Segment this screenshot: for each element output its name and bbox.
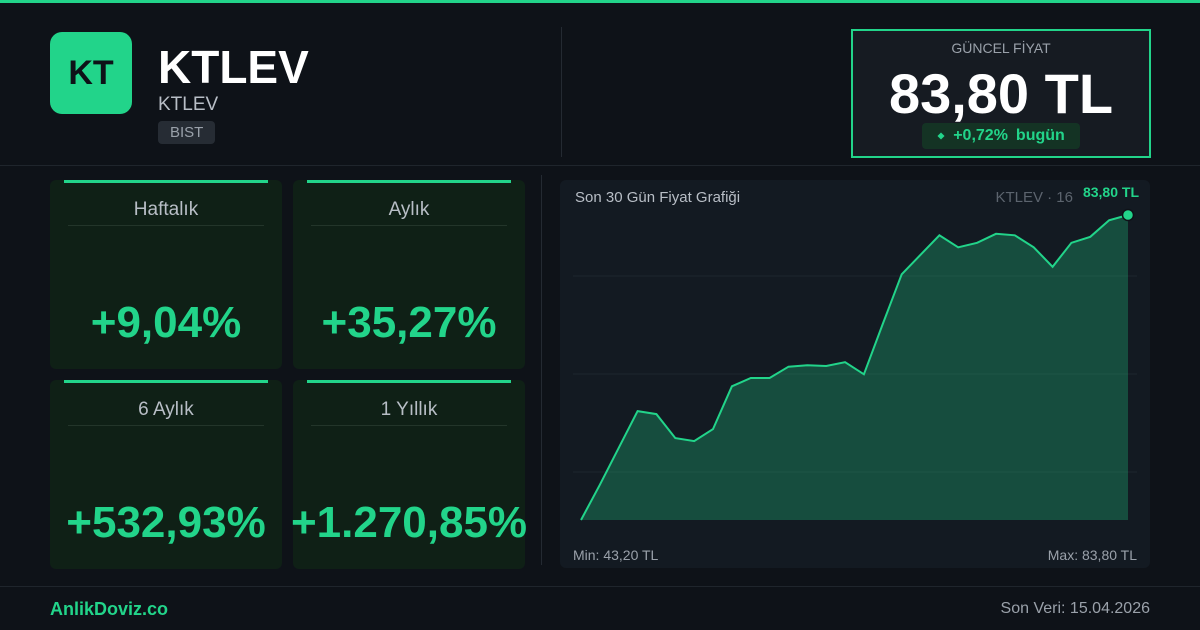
diamond-icon (937, 132, 945, 140)
exchange-badge: BIST (158, 121, 216, 144)
stat-label: 1 Yıllık (380, 399, 438, 420)
brand: AnlikDoviz.co (50, 599, 169, 619)
updated: Son Veri: 15.04.2026 (1000, 600, 1150, 617)
stat-value: +532,93% (66, 498, 266, 547)
change-value: +0,72% (953, 127, 1008, 144)
card-divider (68, 425, 264, 426)
price-change: +0,72% bugün (922, 123, 1080, 149)
card-divider (68, 225, 264, 226)
change-note: bugün (1015, 127, 1065, 144)
last-point (1121, 208, 1135, 222)
accent-bar (0, 0, 1200, 3)
stat-value: +9,04% (90, 298, 242, 347)
title: KTLEV (158, 41, 309, 93)
stat-card: Haftalık +9,04% (50, 180, 282, 369)
stat-label: Haftalık (133, 199, 199, 220)
divider (0, 165, 1200, 166)
card-accent (307, 180, 511, 183)
last-label: 83,80 TL (1083, 184, 1139, 200)
stat-card: 6 Aylık +532,93% (50, 380, 282, 569)
stat-label: 6 Aylık (138, 399, 194, 420)
ticker-note: KTLEV · 16 (995, 189, 1073, 206)
card-accent (64, 380, 268, 383)
card-divider (311, 425, 507, 426)
stat-value: +1.270,85% (290, 498, 528, 547)
card-divider (311, 225, 507, 226)
logo: KT (50, 32, 132, 114)
divider (541, 175, 542, 565)
area-fill (581, 215, 1128, 520)
stat-card: Aylık +35,27% (293, 180, 525, 369)
stat-label: Aylık (388, 199, 430, 220)
stat-card: 1 Yıllık +1.270,85% (290, 380, 528, 569)
price-line (580, 214, 1129, 521)
subtitle: KTLEV (158, 94, 219, 115)
stat-value: +35,27% (321, 298, 497, 347)
divider (561, 27, 562, 157)
min-label: Min: 43,20 TL (573, 547, 659, 563)
price-label: GÜNCEL FİYAT (951, 40, 1051, 56)
divider (0, 586, 1200, 587)
price-box: GÜNCEL FİYAT 83,80 TL +0,72% bugün (851, 29, 1151, 158)
chart-title: Son 30 Gün Fiyat Grafiği (575, 189, 740, 206)
price-value: 83,80 TL (888, 62, 1114, 125)
card-accent (307, 380, 511, 383)
card-accent (64, 180, 268, 183)
max-label: Max: 83,80 TL (1048, 547, 1137, 563)
